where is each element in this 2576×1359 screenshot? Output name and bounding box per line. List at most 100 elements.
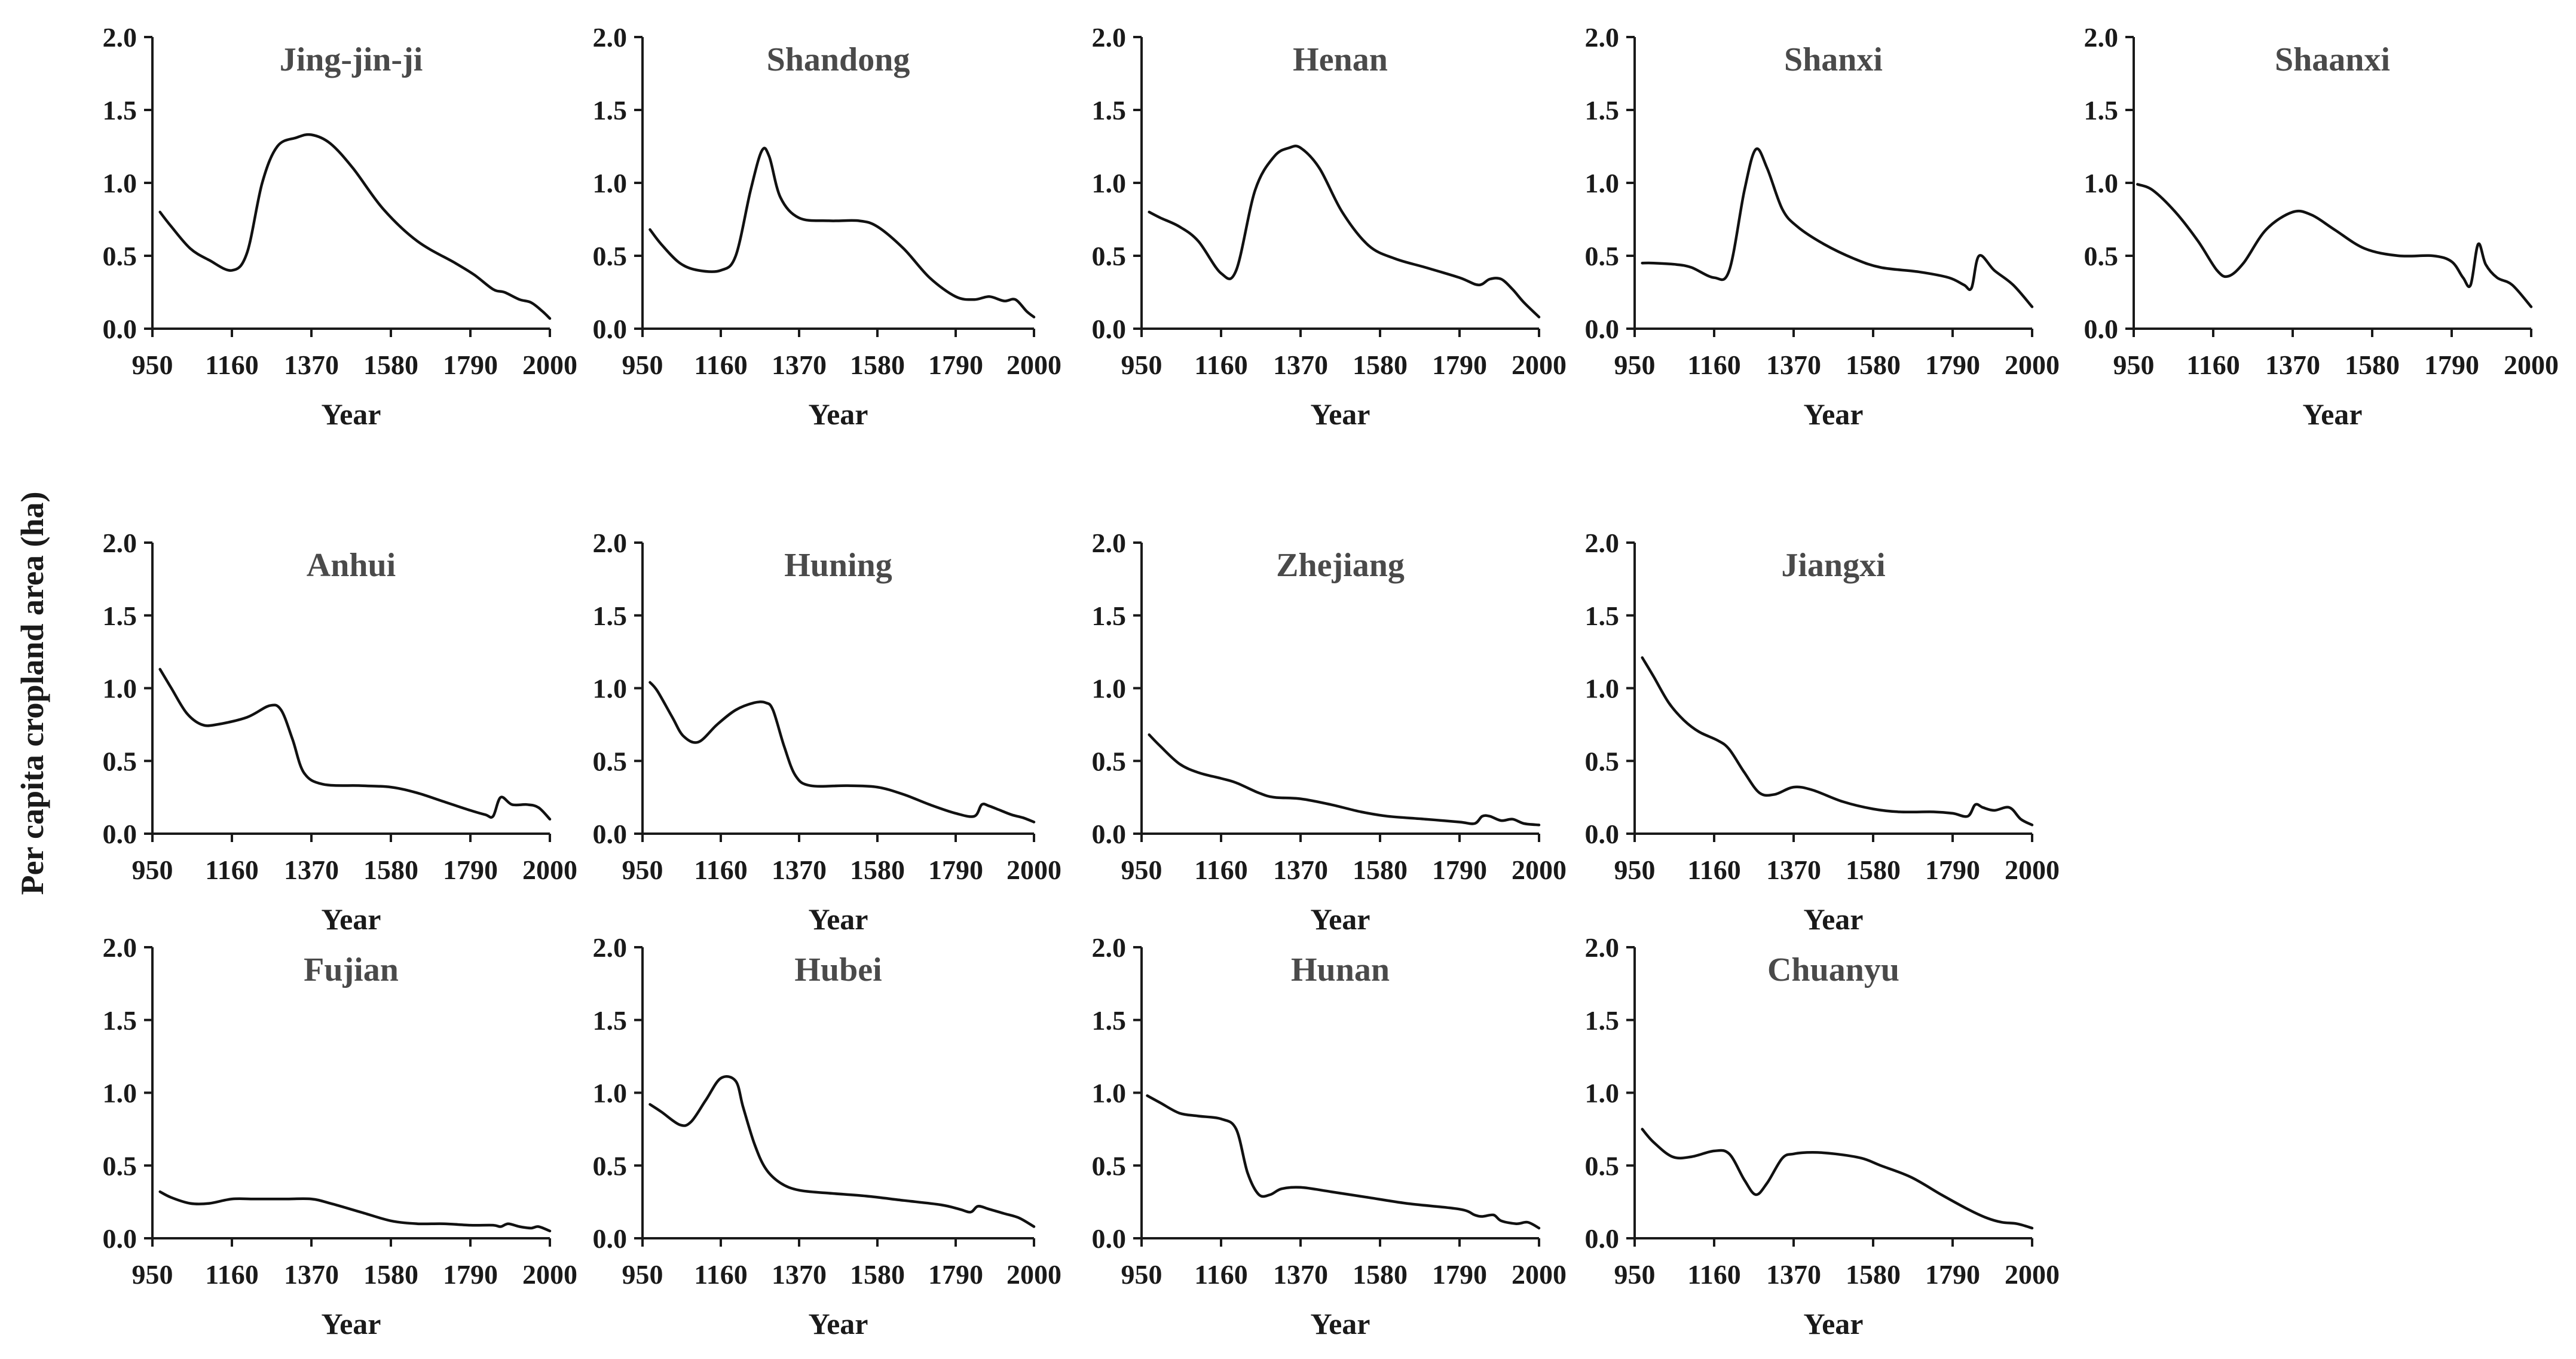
y-tick-label: 2.0 xyxy=(1585,528,1620,558)
series-line-shandong xyxy=(648,146,1036,319)
x-tick-label: 1790 xyxy=(443,1259,498,1290)
y-tick-label: 2.0 xyxy=(593,932,628,963)
x-axis-title: Year xyxy=(322,1307,381,1340)
x-axis-title: Year xyxy=(1311,397,1370,431)
x-axis-title: Year xyxy=(2303,397,2363,431)
y-tick-label: 2.0 xyxy=(1092,528,1127,558)
panel-chuanyu: 0.0 0.5 1.0 1.5 2.0 950 1160 1370 1580 1790 2000 Ch… xyxy=(1585,932,2060,1340)
x-axis-title: Year xyxy=(1804,1307,1864,1340)
y-tick-label: 0.5 xyxy=(1092,241,1127,271)
x-tick-label: 1160 xyxy=(1194,855,1247,885)
panel-title: Shandong xyxy=(767,41,910,78)
x-tick-label: 1160 xyxy=(694,1259,747,1290)
y-tick-label: 0.0 xyxy=(593,819,628,849)
series-line-shanxi xyxy=(1641,147,2034,308)
x-tick-label: 1370 xyxy=(772,1259,827,1290)
panel-title: Shanxi xyxy=(1784,41,1883,78)
y-tick-label: 1.5 xyxy=(1092,1005,1127,1036)
series-line-henan xyxy=(1148,145,1541,319)
series-line-shaanxi xyxy=(2136,183,2533,308)
y-tick-label: 1.0 xyxy=(593,168,628,198)
y-tick-label: 0.5 xyxy=(1585,241,1620,271)
x-tick-label: 950 xyxy=(1614,855,1656,885)
y-tick-label: 1.0 xyxy=(103,168,137,198)
y-tick-label: 1.0 xyxy=(593,1078,628,1109)
x-tick-label: 1790 xyxy=(1432,1259,1487,1290)
panel-hubei: 0.0 0.5 1.0 1.5 2.0 950 1160 1370 1580 1790 2000 Hu… xyxy=(593,932,1062,1340)
series-line-zhejiang xyxy=(1148,733,1541,827)
x-tick-label: 950 xyxy=(1121,1259,1162,1290)
y-tick-label: 2.0 xyxy=(593,22,628,53)
x-tick-label: 950 xyxy=(132,855,173,885)
y-tick-label: 1.0 xyxy=(1585,168,1620,198)
x-tick-label: 1790 xyxy=(928,1259,983,1290)
x-tick-label: 1370 xyxy=(284,855,339,885)
x-tick-label: 2000 xyxy=(1006,1259,1061,1290)
y-tick-label: 2.0 xyxy=(103,528,137,558)
x-tick-label: 1580 xyxy=(363,350,418,380)
x-tick-label: 2000 xyxy=(1006,350,1061,380)
y-tick-label: 1.0 xyxy=(593,674,628,704)
x-tick-label: 950 xyxy=(132,1259,173,1290)
y-tick-label: 1.0 xyxy=(103,674,137,704)
y-tick-label: 0.5 xyxy=(103,1150,137,1181)
panels: 0.0 0.5 1.0 1.5 2.0 950 1160 1370 1580 1790 2000 Ji… xyxy=(103,22,2559,1340)
panel-anhui: 0.0 0.5 1.0 1.5 2.0 950 1160 1370 1580 1790 2000 An… xyxy=(103,528,578,936)
y-tick-label: 0.5 xyxy=(1092,746,1127,776)
y-tick-label: 0.5 xyxy=(1585,746,1620,776)
x-tick-label: 1790 xyxy=(1432,855,1487,885)
x-tick-label: 1370 xyxy=(1766,855,1821,885)
x-tick-label: 1790 xyxy=(1925,1259,1980,1290)
x-tick-label: 950 xyxy=(1121,350,1162,380)
x-tick-label: 1160 xyxy=(1687,855,1740,885)
series-line-hunan xyxy=(1146,1094,1541,1230)
x-tick-label: 2000 xyxy=(1006,855,1061,885)
series-line-hubei xyxy=(648,1075,1036,1228)
x-axis-title: Year xyxy=(1804,902,1864,936)
x-tick-label: 1580 xyxy=(850,1259,905,1290)
x-tick-label: 1790 xyxy=(928,855,983,885)
y-tick-label: 1.0 xyxy=(103,1078,137,1109)
x-tick-label: 1790 xyxy=(443,350,498,380)
x-tick-label: 1580 xyxy=(850,350,905,380)
x-tick-label: 2000 xyxy=(1512,350,1567,380)
y-tick-label: 0.0 xyxy=(1092,314,1127,344)
y-tick-label: 1.5 xyxy=(2084,95,2119,126)
panel-zhejiang: 0.0 0.5 1.0 1.5 2.0 950 1160 1370 1580 1790 2000 Zh… xyxy=(1092,528,1567,936)
y-tick-label: 0.5 xyxy=(2084,241,2119,271)
panel-title: Zhejiang xyxy=(1276,547,1405,584)
x-tick-label: 1370 xyxy=(1766,1259,1821,1290)
x-axis-title: Year xyxy=(809,397,868,431)
x-tick-label: 2000 xyxy=(1512,1259,1567,1290)
x-tick-label: 1370 xyxy=(772,855,827,885)
y-tick-label: 2.0 xyxy=(1092,932,1127,963)
y-tick-label: 0.0 xyxy=(103,819,137,849)
x-tick-label: 1160 xyxy=(694,350,747,380)
y-tick-label: 2.0 xyxy=(2084,22,2119,53)
x-tick-label: 1370 xyxy=(2265,350,2320,380)
y-tick-label: 0.5 xyxy=(103,241,137,271)
x-tick-label: 2000 xyxy=(522,1259,577,1290)
series-line-anhui xyxy=(158,668,552,821)
series-line-jiangxi xyxy=(1641,656,2034,827)
x-tick-label: 1370 xyxy=(1273,1259,1328,1290)
x-tick-label: 1790 xyxy=(1432,350,1487,380)
x-tick-label: 950 xyxy=(1614,1259,1656,1290)
x-tick-label: 1370 xyxy=(1273,350,1328,380)
y-tick-label: 1.0 xyxy=(1585,1078,1620,1109)
series-line-huning xyxy=(648,681,1036,824)
x-tick-label: 1160 xyxy=(1194,1259,1247,1290)
x-tick-label: 2000 xyxy=(2005,350,2060,380)
x-tick-label: 950 xyxy=(622,350,663,380)
x-tick-label: 1160 xyxy=(205,350,258,380)
panel-hunan: 0.0 0.5 1.0 1.5 2.0 950 1160 1370 1580 1790 2000 Hu… xyxy=(1092,932,1567,1340)
x-tick-label: 1790 xyxy=(1925,855,1980,885)
panel-huning: 0.0 0.5 1.0 1.5 2.0 950 1160 1370 1580 1790 2000 Hu… xyxy=(593,528,1062,936)
x-tick-label: 1370 xyxy=(772,350,827,380)
y-tick-label: 1.5 xyxy=(1585,601,1620,631)
x-tick-label: 1790 xyxy=(2424,350,2479,380)
y-tick-label: 0.5 xyxy=(593,746,628,776)
x-tick-label: 1160 xyxy=(1687,350,1740,380)
y-tick-label: 1.5 xyxy=(593,601,628,631)
x-tick-label: 950 xyxy=(1614,350,1656,380)
